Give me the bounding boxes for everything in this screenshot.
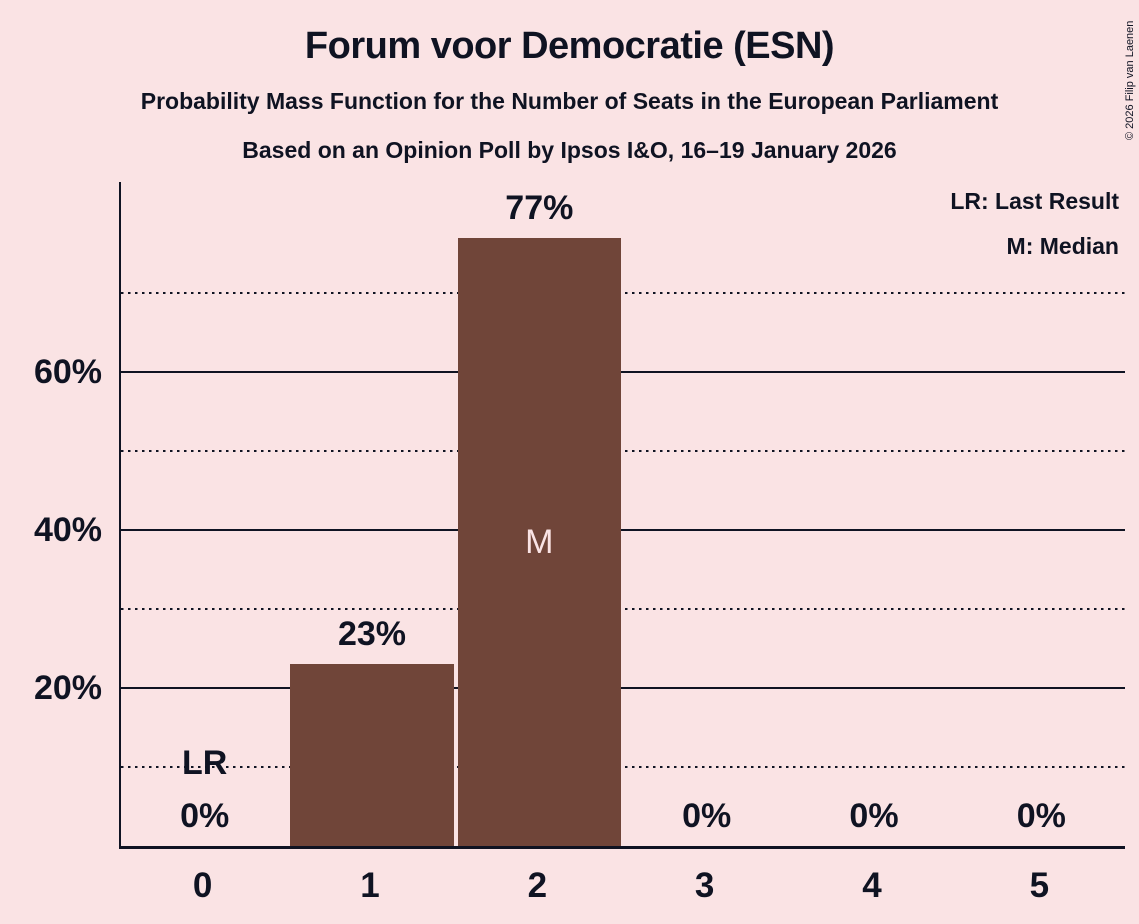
y-axis-tick-40%: 40% (33, 511, 102, 549)
plot-area: 0% 23% 77% 0% 0% 0% LR M (119, 182, 1125, 849)
chart-poll-source: Based on an Opinion Poll by Ipsos I&O, 1… (242, 137, 897, 163)
x-axis-labels: 0 1 2 3 4 5 (119, 852, 1123, 916)
value-label-seat-2: 77% (505, 188, 574, 227)
gridline-solid-60 (121, 371, 1125, 373)
last-result-marker: LR (181, 744, 228, 782)
x-axis-tick-2: 2 (527, 866, 548, 905)
gridline-dotted-70 (121, 291, 1125, 294)
value-label-seat-1: 23% (337, 615, 407, 654)
median-marker: M (525, 522, 554, 561)
copyright-notice: © 2026 Filip van Laenen (1124, 20, 1136, 140)
x-axis-tick-0: 0 (192, 866, 213, 905)
chart-title: Forum voor Democratie (ESN) (304, 25, 835, 67)
y-axis-labels: 20% 40% 60% (0, 182, 102, 846)
x-axis-tick-5: 5 (1029, 866, 1050, 905)
legend: LR: Last Result M: Median (950, 179, 1119, 269)
value-label-seat-4: 0% (849, 797, 899, 835)
y-axis-tick-20%: 20% (33, 669, 102, 707)
legend-last-result: LR: Last Result (950, 188, 1119, 214)
value-label-seat-0: 0% (180, 797, 230, 835)
x-axis-tick-1: 1 (360, 866, 380, 905)
gridline-dotted-50 (121, 449, 1125, 452)
gridline-dotted-10 (121, 765, 1125, 768)
bar-seat-2 (457, 237, 621, 846)
x-axis-tick-3: 3 (694, 866, 715, 905)
x-axis-tick-4: 4 (862, 866, 882, 905)
gridline-solid-40 (121, 529, 1125, 531)
bar-seat-1 (290, 664, 454, 846)
legend-median: M: Median (1006, 233, 1119, 259)
chart-subtitle: Probability Mass Function for the Number… (140, 88, 999, 114)
gridline-solid-20 (121, 687, 1125, 689)
value-label-seat-5: 0% (1016, 797, 1066, 835)
y-axis-tick-60%: 60% (33, 353, 102, 391)
value-label-seat-3: 0% (682, 797, 732, 835)
gridline-dotted-30 (121, 607, 1125, 610)
